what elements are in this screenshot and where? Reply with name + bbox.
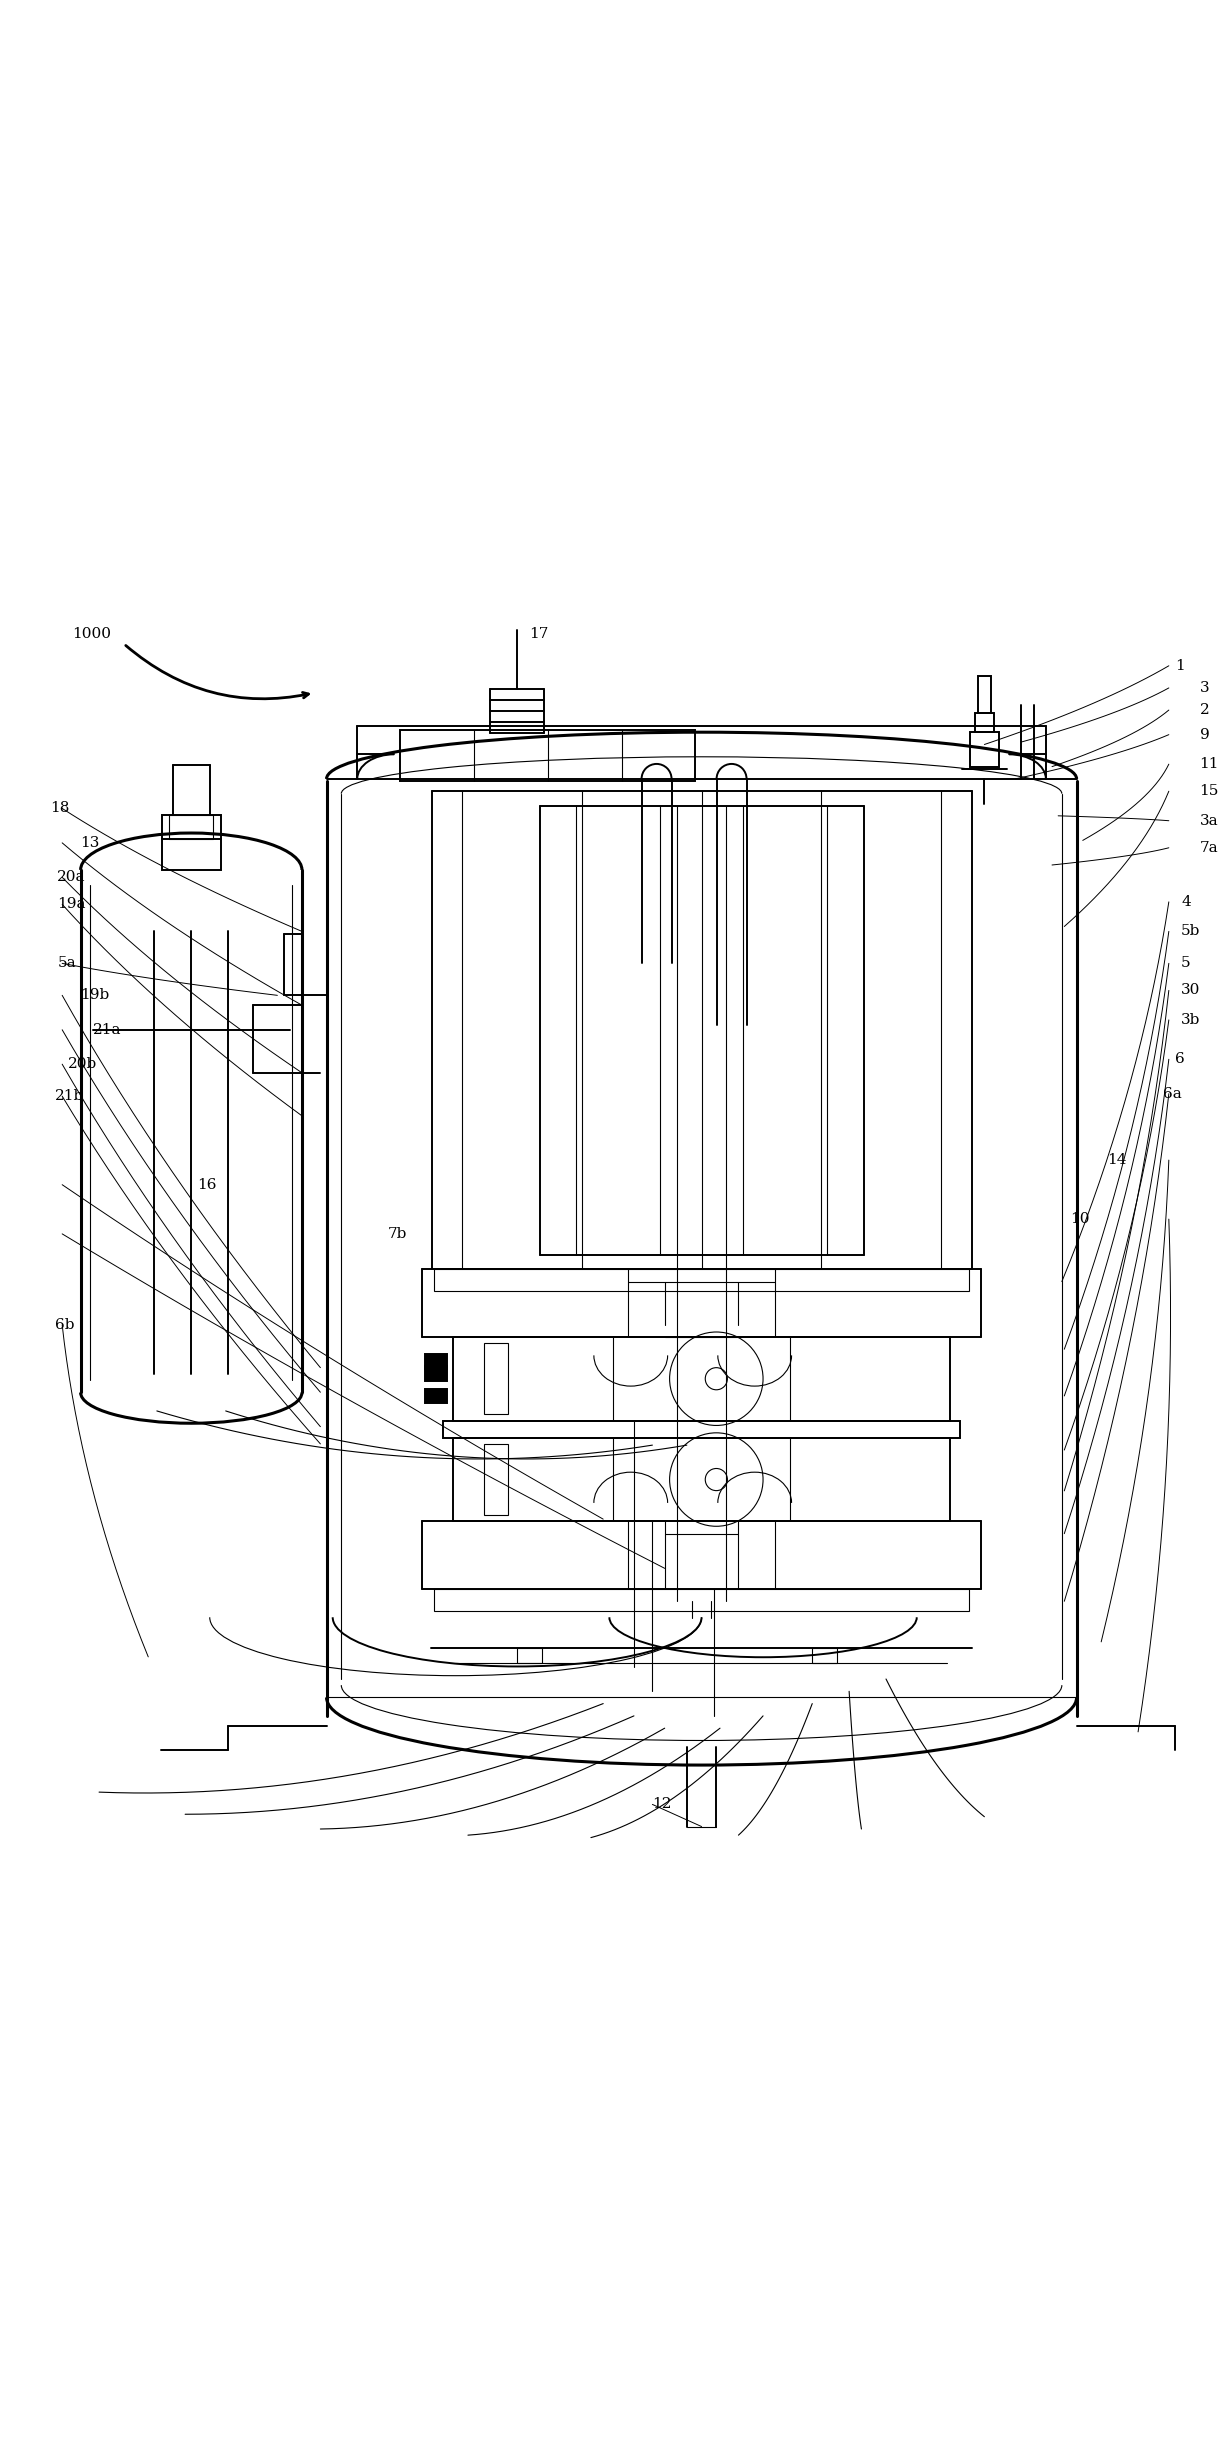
Text: 18: 18 bbox=[50, 802, 69, 814]
Bar bbox=[425, 1388, 447, 1403]
Text: 15: 15 bbox=[1199, 785, 1219, 797]
Bar bbox=[400, 729, 696, 783]
Text: 2: 2 bbox=[1199, 704, 1209, 716]
Bar bbox=[425, 1354, 447, 1369]
Bar bbox=[443, 1420, 960, 1437]
Text: 11: 11 bbox=[1199, 758, 1219, 770]
Bar bbox=[975, 711, 995, 731]
Text: 5: 5 bbox=[1181, 957, 1190, 971]
Text: 16: 16 bbox=[197, 1177, 217, 1192]
Bar bbox=[979, 675, 991, 711]
Text: 9: 9 bbox=[1199, 729, 1209, 741]
Bar bbox=[425, 1366, 447, 1381]
Bar bbox=[169, 814, 213, 839]
Bar bbox=[812, 1648, 837, 1663]
Text: 5a: 5a bbox=[58, 957, 76, 971]
Bar bbox=[970, 731, 1000, 768]
Text: 3: 3 bbox=[1199, 682, 1209, 694]
Text: 19b: 19b bbox=[80, 989, 110, 1003]
Text: 21b: 21b bbox=[55, 1089, 84, 1104]
Text: 6: 6 bbox=[1174, 1052, 1184, 1067]
Text: 20b: 20b bbox=[69, 1057, 97, 1072]
Text: 30: 30 bbox=[1181, 984, 1200, 998]
Bar bbox=[517, 1648, 542, 1663]
Text: 7a: 7a bbox=[1199, 841, 1219, 854]
Text: 20a: 20a bbox=[58, 871, 86, 883]
Text: 1000: 1000 bbox=[71, 628, 111, 640]
Bar bbox=[484, 1344, 508, 1415]
Text: 6a: 6a bbox=[1162, 1087, 1182, 1101]
Text: 3b: 3b bbox=[1181, 1013, 1200, 1028]
Text: 1: 1 bbox=[1174, 660, 1184, 672]
Bar bbox=[435, 1268, 969, 1290]
Text: 13: 13 bbox=[80, 836, 100, 849]
Text: 3a: 3a bbox=[1199, 814, 1219, 827]
Text: 21a: 21a bbox=[92, 1023, 122, 1038]
Text: 17: 17 bbox=[529, 628, 549, 640]
Text: 4: 4 bbox=[1181, 895, 1190, 910]
Text: 7b: 7b bbox=[388, 1226, 407, 1241]
Text: 12: 12 bbox=[652, 1798, 672, 1810]
Text: 19a: 19a bbox=[58, 898, 86, 913]
Text: 14: 14 bbox=[1108, 1153, 1126, 1168]
Bar bbox=[161, 814, 220, 871]
Text: 10: 10 bbox=[1071, 1212, 1089, 1226]
Bar bbox=[484, 1445, 508, 1516]
Text: 6b: 6b bbox=[55, 1317, 74, 1332]
Text: 5b: 5b bbox=[1181, 925, 1200, 939]
Bar bbox=[435, 1590, 969, 1612]
